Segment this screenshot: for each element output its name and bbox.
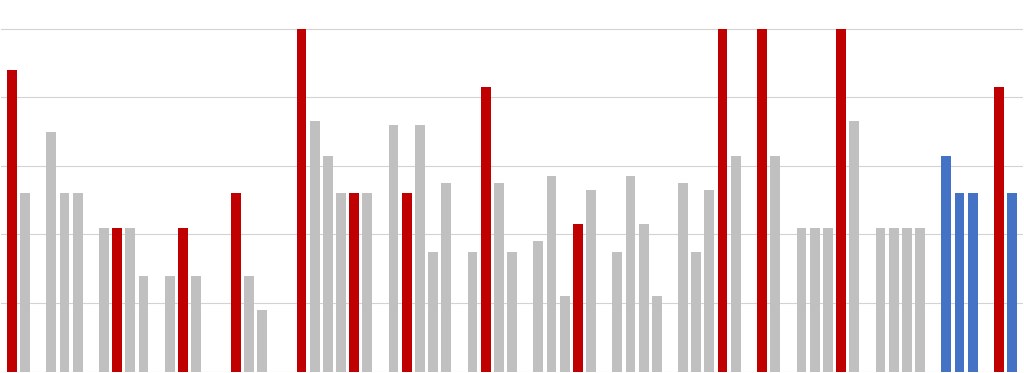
Bar xyxy=(770,156,780,372)
Bar xyxy=(165,276,175,372)
Bar xyxy=(494,183,504,372)
Bar xyxy=(349,193,359,372)
Bar xyxy=(731,156,740,372)
Bar xyxy=(401,193,412,372)
Bar xyxy=(954,193,965,372)
Bar xyxy=(138,276,148,372)
Bar xyxy=(362,193,372,372)
Bar xyxy=(757,29,767,372)
Bar xyxy=(639,224,648,372)
Bar xyxy=(678,183,688,372)
Bar xyxy=(59,193,70,372)
Bar xyxy=(626,176,635,372)
Bar xyxy=(823,228,833,372)
Bar xyxy=(480,87,490,372)
Bar xyxy=(7,70,16,372)
Bar xyxy=(941,156,951,372)
Bar xyxy=(705,190,715,372)
Bar xyxy=(20,193,30,372)
Bar xyxy=(428,252,438,372)
Bar xyxy=(586,190,596,372)
Bar xyxy=(889,228,899,372)
Bar xyxy=(902,228,911,372)
Bar xyxy=(718,29,727,372)
Bar xyxy=(113,228,122,372)
Bar xyxy=(915,228,925,372)
Bar xyxy=(125,228,135,372)
Bar xyxy=(244,276,254,372)
Bar xyxy=(415,125,425,372)
Bar xyxy=(836,29,846,372)
Bar xyxy=(257,310,267,372)
Bar xyxy=(1008,193,1017,372)
Bar xyxy=(323,156,333,372)
Bar xyxy=(994,87,1004,372)
Bar xyxy=(178,228,188,372)
Bar xyxy=(797,228,807,372)
Bar xyxy=(468,252,477,372)
Bar xyxy=(336,193,346,372)
Bar xyxy=(691,252,701,372)
Bar xyxy=(534,241,544,372)
Bar xyxy=(99,228,109,372)
Bar xyxy=(230,193,241,372)
Bar xyxy=(191,276,201,372)
Bar xyxy=(612,252,623,372)
Bar xyxy=(572,224,583,372)
Bar xyxy=(652,296,662,372)
Bar xyxy=(547,176,556,372)
Bar xyxy=(560,296,569,372)
Bar xyxy=(810,228,819,372)
Bar xyxy=(389,125,398,372)
Bar xyxy=(441,183,452,372)
Bar xyxy=(849,121,859,372)
Bar xyxy=(876,228,886,372)
Bar xyxy=(309,121,319,372)
Bar xyxy=(73,193,83,372)
Bar xyxy=(46,132,56,372)
Bar xyxy=(968,193,978,372)
Bar xyxy=(507,252,517,372)
Bar xyxy=(297,29,306,372)
